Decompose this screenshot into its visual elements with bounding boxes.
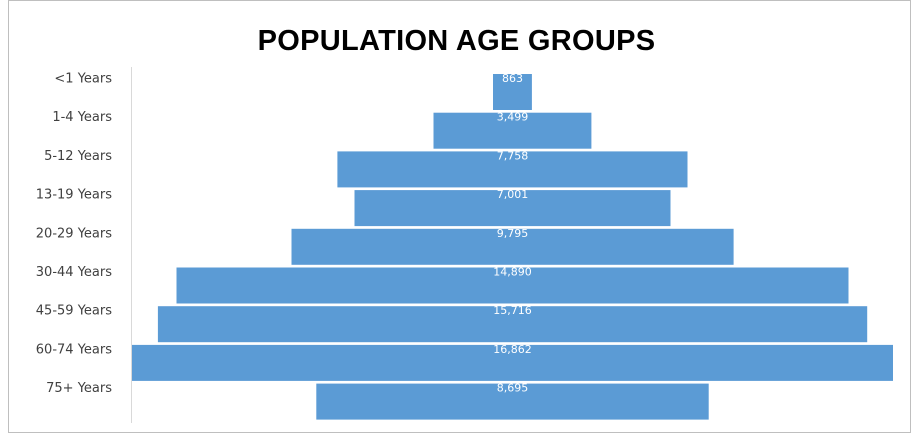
chart-title: POPULATION AGE GROUPS xyxy=(257,25,656,57)
category-label-1-years: <1 Years xyxy=(54,72,112,87)
category-label-30-44-years: 30-44 Years xyxy=(36,265,112,280)
category-label-5-12-years: 5-12 Years xyxy=(44,149,112,164)
value-label-1-4-years: 3,499 xyxy=(497,111,529,124)
value-label-30-44-years: 14,890 xyxy=(493,266,532,279)
category-label-60-74-years: 60-74 Years xyxy=(36,342,112,357)
bar-45-59-years xyxy=(157,306,868,343)
category-label-1-4-years: 1-4 Years xyxy=(52,110,112,125)
bar-75-years xyxy=(316,383,709,420)
category-labels-group: <1 Years 1-4 Years 5-12 Years 13-19 Years 20… xyxy=(36,72,112,397)
category-label-13-19-years: 13-19 Years xyxy=(36,188,112,203)
value-label-20-29-years: 9,795 xyxy=(497,227,529,240)
bar-60-74-years xyxy=(132,344,893,381)
bar-30-44-years xyxy=(176,267,849,304)
bar-5-12-years xyxy=(337,151,688,188)
value-label-60-74-years: 16,862 xyxy=(493,343,532,356)
value-label-45-59-years: 15,716 xyxy=(493,304,532,317)
value-label-13-19-years: 7,001 xyxy=(497,188,529,201)
value-label-1-years: 863 xyxy=(502,72,523,85)
bar-20-29-years xyxy=(291,228,734,265)
value-labels-group: 863 3,499 7,758 7,001 9,795 14,890 15,716 16,86… xyxy=(493,72,532,395)
value-label-5-12-years: 7,758 xyxy=(497,149,529,162)
bars-group xyxy=(132,74,893,420)
bar-1-4-years xyxy=(433,112,592,149)
bar-1-years xyxy=(493,74,532,110)
value-label-75-years: 8,695 xyxy=(497,382,529,395)
category-label-45-59-years: 45-59 Years xyxy=(36,304,112,319)
bar-13-19-years xyxy=(354,190,671,227)
category-label-75-years: 75+ Years xyxy=(46,381,112,396)
category-label-20-29-years: 20-29 Years xyxy=(36,226,112,241)
